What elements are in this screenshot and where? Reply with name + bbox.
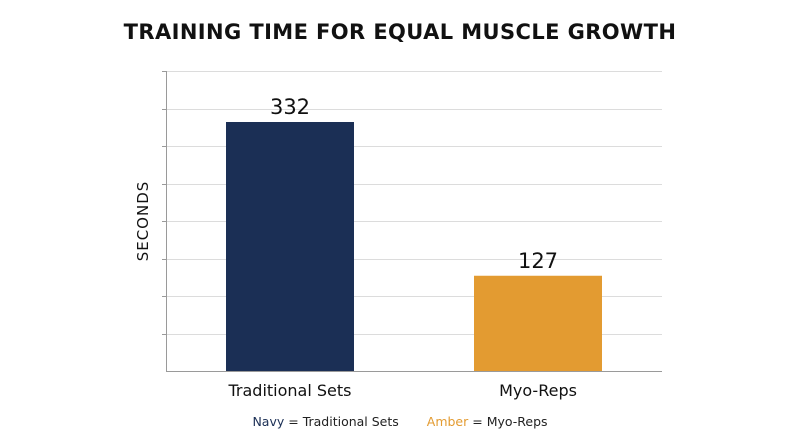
y-axis-label: SECONDS [134,180,152,262]
legend-label: Traditional Sets [302,414,399,429]
data-label: 332 [270,95,310,119]
x-tick-label: Myo-Reps [499,381,577,400]
legend-color-word: Amber [426,414,469,429]
legend-color-word: Navy [252,414,285,429]
legend-separator: = [284,414,303,429]
legend-label: Myo-Reps [486,414,548,429]
x-tick-label: Traditional Sets [228,381,352,400]
legend: Navy = Traditional Sets Amber = Myo-Reps [0,414,800,429]
bars [226,122,602,371]
legend-separator: = [468,414,487,429]
labels: 332 Traditional Sets 127 Myo-Reps [228,95,577,400]
bar [226,122,354,371]
data-label: 127 [518,249,558,273]
legend-entry-traditional: Navy = Traditional Sets [252,414,398,429]
bar [474,275,602,371]
chart-title: TRAINING TIME FOR EQUAL MUSCLE GROWTH [123,20,677,44]
legend-entry-myo-reps: Amber = Myo-Reps [427,414,548,429]
axes [166,71,662,372]
